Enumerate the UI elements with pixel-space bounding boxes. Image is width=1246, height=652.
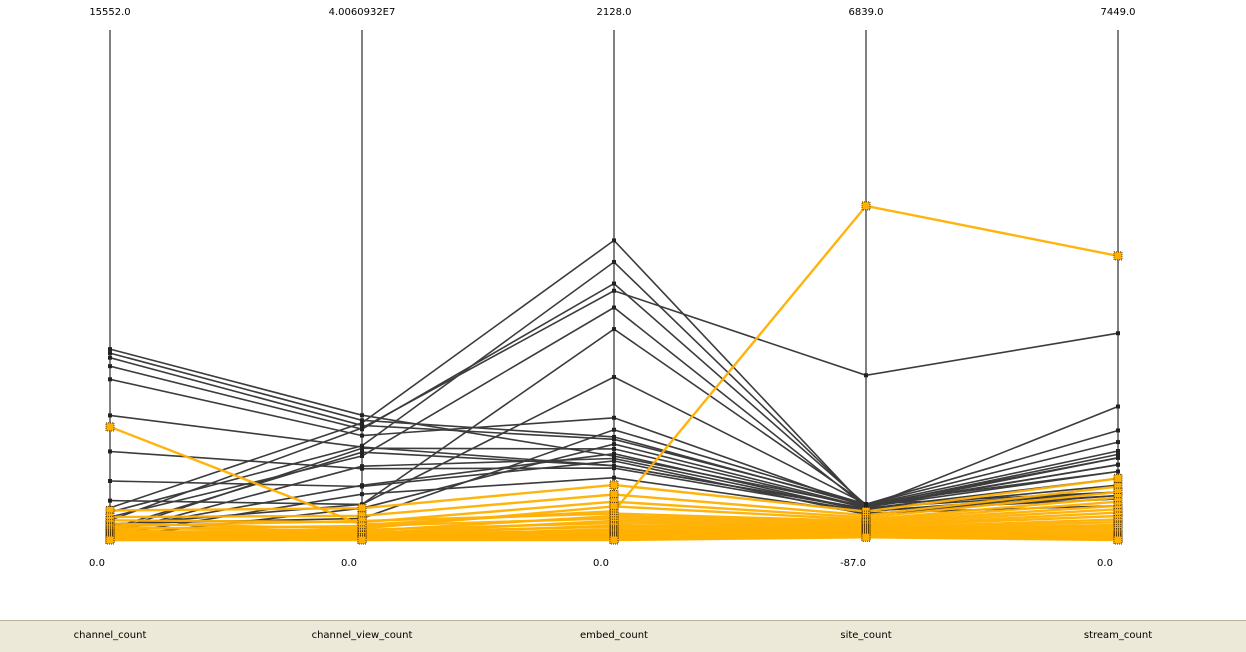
data-point <box>360 446 364 451</box>
data-point <box>612 288 616 293</box>
dimension-label-bar: channel_count channel_view_count embed_cou… <box>0 620 1246 652</box>
data-point <box>1116 469 1120 474</box>
data-point <box>108 478 112 483</box>
data-point <box>360 453 364 458</box>
data-point <box>612 375 616 380</box>
selected-point <box>861 201 871 211</box>
data-point <box>360 492 364 497</box>
data-point <box>108 377 112 382</box>
data-point <box>864 373 868 378</box>
axis-min-label: 0.0 <box>1097 558 1113 569</box>
selected-point <box>105 535 115 545</box>
axis-min-label: 0.0 <box>89 558 105 569</box>
data-point <box>108 347 112 352</box>
selected-point <box>105 505 115 515</box>
data-point <box>864 502 868 507</box>
selected-point <box>609 535 619 545</box>
data-point <box>360 413 364 418</box>
selected-point <box>357 503 367 513</box>
data-point <box>612 259 616 264</box>
data-point <box>612 305 616 310</box>
selected-point <box>105 422 115 432</box>
data-point <box>612 451 616 456</box>
axis-min-label: 0.0 <box>593 558 609 569</box>
data-point <box>612 466 616 471</box>
data-point <box>612 442 616 447</box>
parallel-coordinates-plot: 15552.0 0.0 4.0060932E7 0.0 2128.0 0.0 6839.0 -… <box>89 7 1136 569</box>
data-point <box>612 238 616 243</box>
data-point <box>360 443 364 448</box>
data-point <box>1116 331 1120 336</box>
data-point <box>612 281 616 286</box>
selected-point <box>357 535 367 545</box>
axis-max-label: 6839.0 <box>849 7 884 18</box>
selected-lines <box>105 201 1123 545</box>
data-point <box>1116 448 1120 453</box>
dimension-label-channel_count[interactable]: channel_count <box>73 630 147 641</box>
data-point <box>360 483 364 488</box>
selected-point <box>861 532 871 542</box>
data-point <box>612 463 616 468</box>
data-point <box>108 413 112 418</box>
data-point <box>612 427 616 432</box>
data-point <box>360 464 364 469</box>
axis-min-label: -87.0 <box>840 558 866 569</box>
dimension-label-stream_count[interactable]: stream_count <box>1083 630 1153 641</box>
data-point <box>612 475 616 480</box>
data-point <box>612 327 616 332</box>
data-point <box>612 454 616 459</box>
data-point <box>1116 452 1120 457</box>
dimension-label-channel_view_count[interactable]: channel_view_count <box>311 630 413 641</box>
axis-max-label: 15552.0 <box>89 7 130 18</box>
data-point <box>360 423 364 428</box>
data-point <box>1116 404 1120 409</box>
selected-point <box>1113 535 1123 545</box>
data-point <box>1116 440 1120 445</box>
data-point <box>108 364 112 369</box>
data-point <box>612 415 616 420</box>
dimension-label-site_count[interactable]: site_count <box>840 630 892 641</box>
selected-point <box>1113 251 1123 261</box>
axis-max-label: 2128.0 <box>597 7 632 18</box>
data-point <box>360 418 364 423</box>
axis-min-label: 0.0 <box>341 558 357 569</box>
axis-max-label: 4.0060932E7 <box>329 7 396 18</box>
data-point <box>360 450 364 455</box>
data-point <box>1116 455 1120 460</box>
data-point <box>612 446 616 451</box>
data-point <box>612 458 616 463</box>
axis-max-label: 7449.0 <box>1101 7 1136 18</box>
chart-svg: 15552.0 0.0 4.0060932E7 0.0 2128.0 0.0 6839.0 -… <box>89 7 1136 569</box>
selected-point <box>1113 473 1123 483</box>
data-point <box>108 449 112 454</box>
data-point <box>360 420 364 425</box>
data-point <box>360 425 364 430</box>
data-point <box>108 355 112 360</box>
data-point <box>108 498 112 503</box>
data-point <box>1116 462 1120 467</box>
data-point <box>1116 428 1120 433</box>
data-point <box>108 351 112 356</box>
data-point <box>360 466 364 471</box>
selected-point <box>609 480 619 490</box>
dimension-label-embed_count[interactable]: embed_count <box>580 630 648 641</box>
data-point <box>612 434 616 439</box>
data-point <box>612 437 616 442</box>
data-point <box>612 456 616 461</box>
data-point <box>360 433 364 438</box>
